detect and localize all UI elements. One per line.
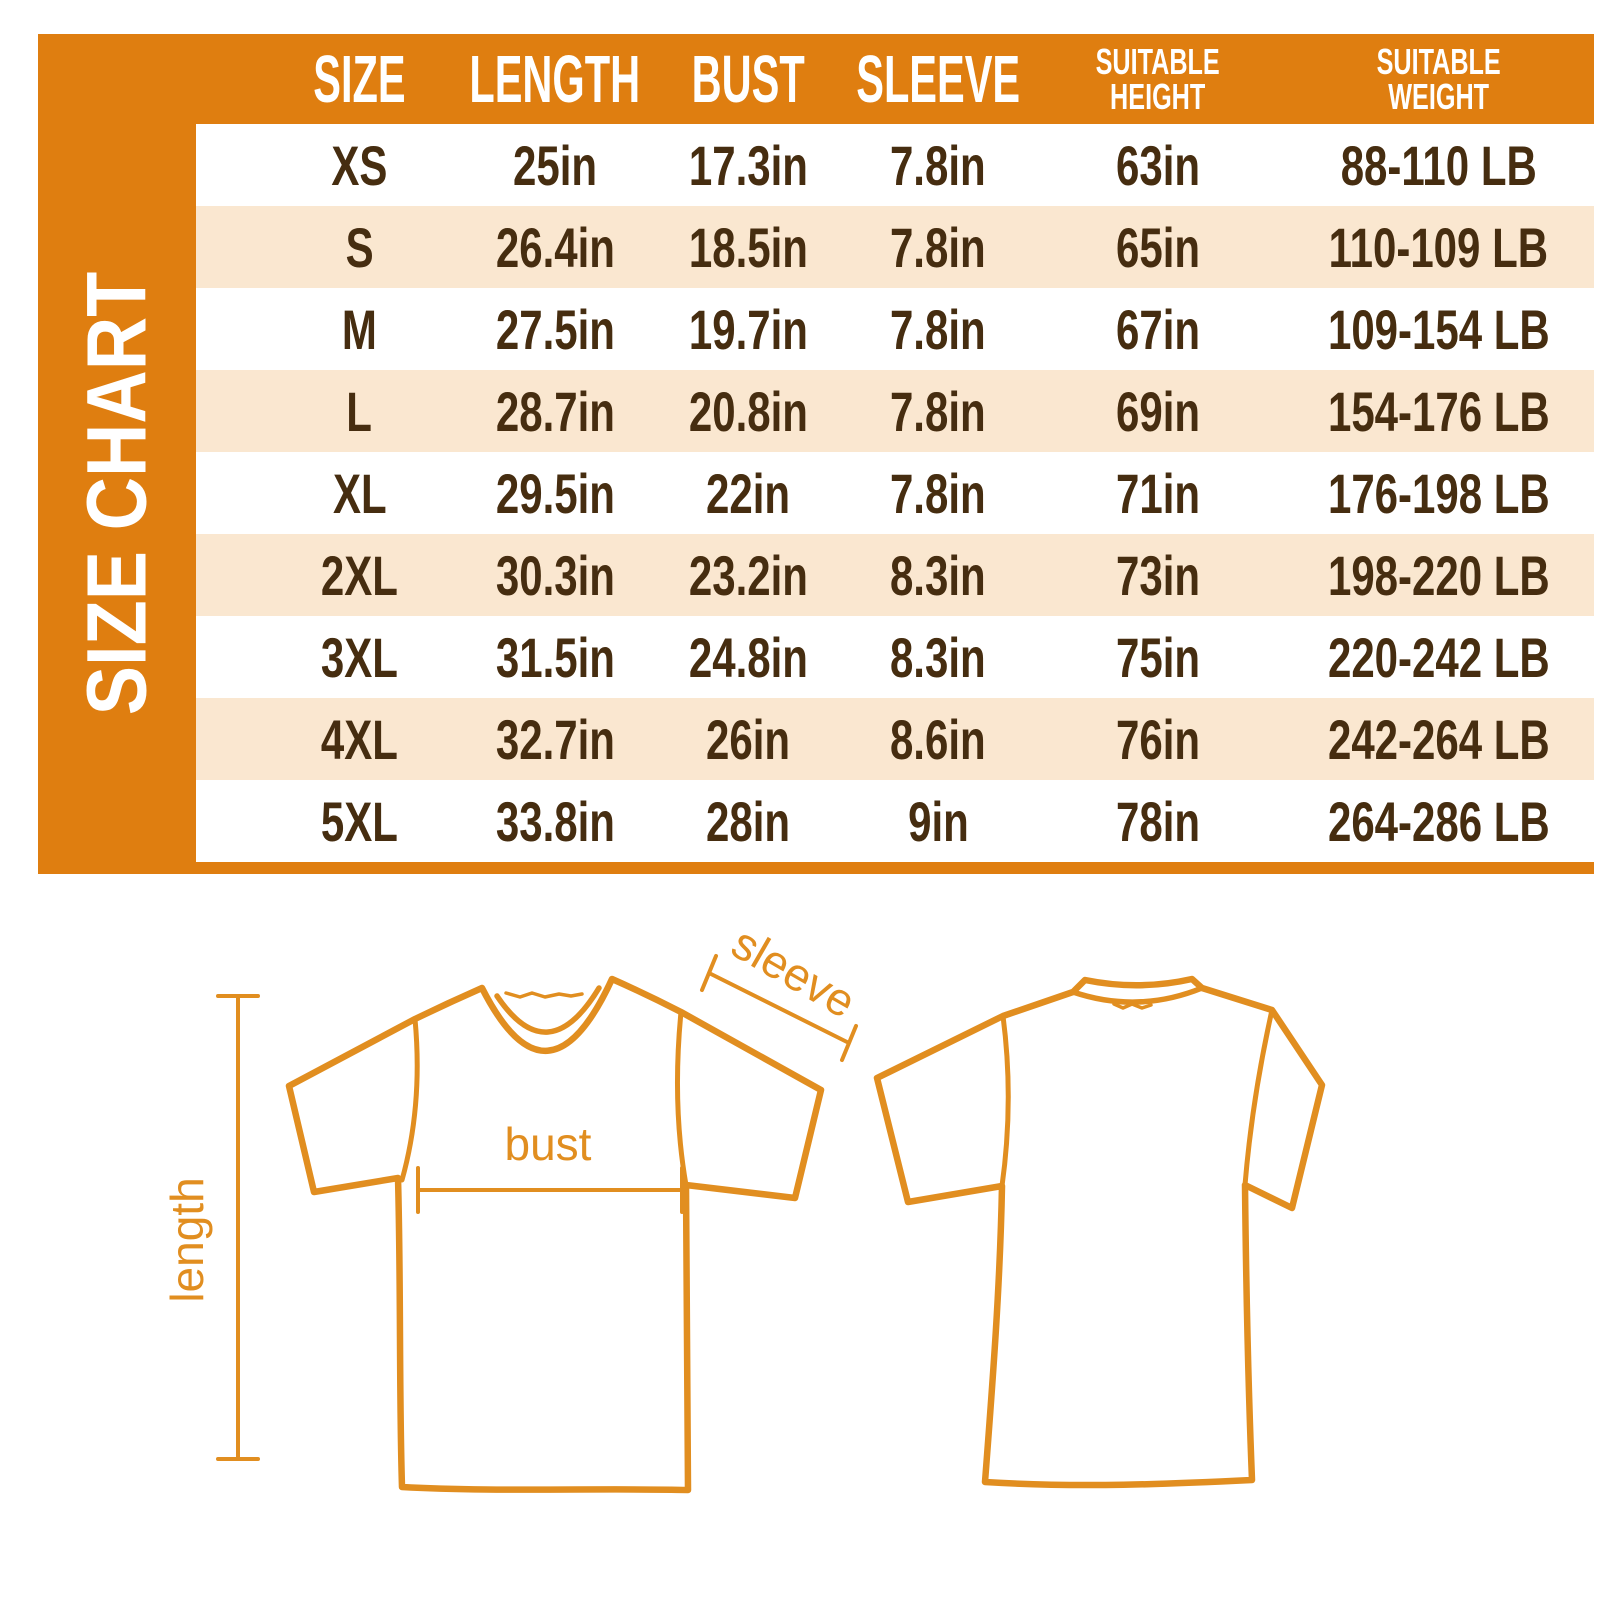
size-cell: XL (332, 461, 387, 525)
bust-cell: 22in (705, 461, 791, 525)
sleeve-cell: 7.8in (890, 461, 986, 525)
size-cell: 3XL (320, 625, 399, 689)
bust-cell: 23.2in (688, 543, 808, 607)
length-cell: 29.5in (495, 461, 615, 525)
tshirt-front-neck-stitch (504, 991, 584, 999)
column-header-label: LENGTH (469, 41, 641, 117)
bust-cell: 28in (705, 789, 791, 853)
column-header-label: SUITABLE HEIGHT (1095, 41, 1221, 117)
table-body: XS 25in 17.3in 7.8in 63in 88-110 LB S 26… (196, 124, 1594, 862)
table-row: S 26.4in 18.5in 7.8in 65in 110-109 LB (196, 206, 1594, 288)
bust-cell: 19.7in (688, 297, 808, 361)
column-header-suitable-weight: SUITABLE WEIGHT (1283, 34, 1594, 124)
table-row: 4XL 32.7in 26in 8.6in 76in 242-264 LB (196, 698, 1594, 780)
table-row: XL 29.5in 22in 7.8in 71in 176-198 LB (196, 452, 1594, 534)
suitable-weight-cell: 198-220 LB (1327, 543, 1550, 607)
suitable-height-cell: 69in (1115, 379, 1201, 443)
suitable-weight-cell: 264-286 LB (1327, 789, 1550, 853)
column-header-label: SIZE (313, 41, 406, 117)
table-row: M 27.5in 19.7in 7.8in 67in 109-154 LB (196, 288, 1594, 370)
length-cell: 31.5in (495, 625, 615, 689)
bust-cell: 24.8in (688, 625, 808, 689)
suitable-height-cell: 75in (1115, 625, 1201, 689)
sidebar-title: SIZE CHART (69, 271, 164, 715)
suitable-height-cell: 67in (1115, 297, 1201, 361)
tshirt-back-left-seam (999, 1013, 1011, 1189)
sleeve-cell: 8.3in (890, 543, 986, 607)
length-cell: 32.7in (495, 707, 615, 771)
table-row: 2XL 30.3in 23.2in 8.3in 73in 198-220 LB (196, 534, 1594, 616)
tshirt-front-left-seam (399, 1016, 420, 1183)
sleeve-cell: 8.3in (890, 625, 986, 689)
sleeve-measure-line (700, 954, 858, 1062)
tshirt-front-outline (285, 975, 825, 1494)
size-cell: L (346, 379, 373, 443)
sleeve-cell: 7.8in (890, 215, 986, 279)
sleeve-cell: 7.8in (890, 297, 986, 361)
sleeve-cell: 7.8in (890, 133, 986, 197)
column-header-label: SUITABLE WEIGHT (1376, 41, 1501, 117)
sleeve-cell: 7.8in (890, 379, 986, 443)
bust-cell: 17.3in (688, 133, 808, 197)
suitable-weight-cell: 176-198 LB (1327, 461, 1550, 525)
suitable-weight-cell: 109-154 LB (1327, 297, 1550, 361)
size-cell: M (342, 297, 377, 361)
tshirt-front-right-seam (675, 1009, 689, 1188)
suitable-height-cell: 73in (1115, 543, 1201, 607)
table-row: 5XL 33.8in 28in 9in 78in 264-286 LB (196, 780, 1594, 862)
suitable-weight-cell: 88-110 LB (1340, 133, 1537, 197)
table-row: L 28.7in 20.8in 7.8in 69in 154-176 LB (196, 370, 1594, 452)
length-cell: 30.3in (495, 543, 615, 607)
suitable-height-cell: 78in (1115, 789, 1201, 853)
column-header-bust: BUST (653, 34, 843, 124)
size-chart-table: SIZE LENGTH BUST SLEEVE SUITABLE HEIGHT S… (38, 34, 1594, 874)
bust-cell: 26in (705, 707, 791, 771)
sleeve-label: sleeve (723, 920, 864, 1028)
tshirt-back-right-seam (1242, 1007, 1275, 1188)
suitable-weight-cell: 242-264 LB (1327, 707, 1550, 771)
length-measure-line (216, 994, 260, 1461)
length-cell: 27.5in (495, 297, 615, 361)
tshirt-front-collar-inner (494, 985, 602, 1035)
sleeve-cell: 9in (907, 789, 969, 853)
column-header-label: BUST (691, 41, 805, 117)
suitable-weight-cell: 154-176 LB (1327, 379, 1550, 443)
length-label: length (161, 1177, 213, 1302)
length-cell: 28.7in (495, 379, 615, 443)
column-header-suitable-height: SUITABLE HEIGHT (1033, 34, 1283, 124)
bust-measure-line (416, 1166, 684, 1214)
column-header-sleeve: SLEEVE (843, 34, 1033, 124)
size-cell: 5XL (320, 789, 399, 853)
sleeve-cell: 8.6in (890, 707, 986, 771)
tshirt-measurement-diagram: length bust sleeve (161, 920, 1326, 1494)
column-header-size: SIZE (262, 34, 457, 124)
suitable-weight-cell: 110-109 LB (1328, 215, 1549, 279)
length-cell: 33.8in (495, 789, 615, 853)
table-row: 3XL 31.5in 24.8in 8.3in 75in 220-242 LB (196, 616, 1594, 698)
table-row: XS 25in 17.3in 7.8in 63in 88-110 LB (196, 124, 1594, 206)
column-header-label: SLEEVE (856, 41, 1020, 117)
sidebar: SIZE CHART (38, 124, 196, 862)
size-cell: 4XL (320, 707, 399, 771)
bust-label: bust (505, 1118, 592, 1170)
header-spacer (38, 34, 262, 124)
suitable-height-cell: 63in (1115, 133, 1201, 197)
suitable-height-cell: 65in (1115, 215, 1201, 279)
length-cell: 25in (512, 133, 598, 197)
tshirt-back-neck-stitch (1112, 1002, 1153, 1010)
size-cell: 2XL (320, 543, 399, 607)
suitable-height-cell: 71in (1115, 461, 1201, 525)
length-cell: 26.4in (495, 215, 615, 279)
suitable-weight-cell: 220-242 LB (1327, 625, 1550, 689)
size-cell: S (345, 215, 374, 279)
tshirt-back-collar-band (1070, 985, 1205, 1005)
bust-cell: 20.8in (688, 379, 808, 443)
size-cell: XS (331, 133, 388, 197)
suitable-height-cell: 76in (1115, 707, 1201, 771)
table-header-row: SIZE LENGTH BUST SLEEVE SUITABLE HEIGHT S… (38, 34, 1594, 124)
column-header-length: LENGTH (457, 34, 653, 124)
tshirt-back-outline (873, 975, 1326, 1489)
bust-cell: 18.5in (688, 215, 808, 279)
